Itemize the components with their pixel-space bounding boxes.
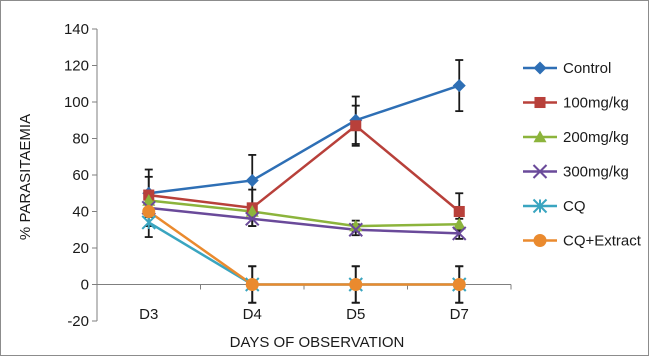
data-point-marker [348, 222, 363, 237]
y-tick-label: 20 [72, 240, 89, 257]
legend-label: 100mg/kg [563, 95, 629, 112]
data-point-marker [245, 278, 259, 291]
x-axis-title: DAYS OF OBSERVATION [230, 334, 405, 351]
series-line [148, 210, 460, 286]
x-tick-label: D5 [346, 306, 365, 323]
legend-item: 100mg/kg [523, 95, 629, 112]
data-point-marker [533, 61, 547, 75]
series-line [148, 84, 460, 195]
legend-label: 200mg/kg [563, 129, 629, 146]
data-point-marker [349, 219, 363, 232]
data-point-marker [141, 215, 156, 230]
legend-item: CQ [523, 198, 586, 215]
data-point-marker [533, 234, 547, 247]
legend-label: 300mg/kg [563, 164, 629, 181]
data-point-marker [349, 278, 363, 291]
x-tick-label: D3 [139, 306, 158, 323]
data-point-marker [350, 120, 362, 132]
series-markers [141, 79, 467, 292]
data-point-marker [452, 79, 466, 93]
legend: Control 100mg/kg 200mg/kg 300mg/kg CQ CQ+Extr… [523, 60, 642, 250]
legend-item: 300mg/kg [523, 164, 629, 181]
data-point-marker [533, 130, 547, 143]
y-tick-label: 100 [64, 94, 89, 111]
x-tick-label: D4 [243, 306, 262, 323]
y-tick-label: 120 [64, 58, 89, 75]
data-point-marker [142, 205, 156, 218]
y-axis-title: % PARASITAEMIA [17, 114, 34, 240]
legend-item: CQ+Extract [523, 233, 642, 250]
series-lines [148, 84, 461, 286]
y-tick-label: 140 [64, 21, 89, 38]
data-point-marker [534, 96, 546, 109]
x-tick-label: D7 [450, 306, 469, 323]
data-point-marker [532, 198, 548, 214]
data-point-marker [452, 278, 466, 291]
y-tick-label: 0 [81, 277, 89, 294]
error-bars [144, 59, 464, 304]
legend-label: CQ+Extract [563, 233, 642, 250]
y-tick-label: 80 [72, 131, 89, 148]
data-point-marker [245, 211, 260, 227]
legend-item: Control [523, 60, 611, 77]
legend-label: CQ [563, 198, 586, 215]
data-point-marker [245, 173, 259, 187]
series-line [148, 199, 460, 228]
series-line [148, 124, 461, 213]
data-point-marker [453, 205, 465, 218]
axes: -20 0 20 40 60 80 100 120 140 D3 D4 D5 D7 [64, 21, 512, 330]
y-tick-label: 40 [72, 204, 89, 221]
data-point-marker [452, 226, 467, 241]
y-tick-label: -20 [67, 313, 89, 330]
legend-item: 200mg/kg [523, 129, 629, 146]
data-point-marker [245, 205, 259, 217]
series-line [148, 206, 460, 235]
y-tick-label: 60 [72, 167, 89, 184]
legend-label: Control [563, 60, 611, 77]
data-point-marker [452, 217, 466, 230]
data-point-marker [532, 164, 548, 179]
data-point-marker [142, 194, 156, 206]
